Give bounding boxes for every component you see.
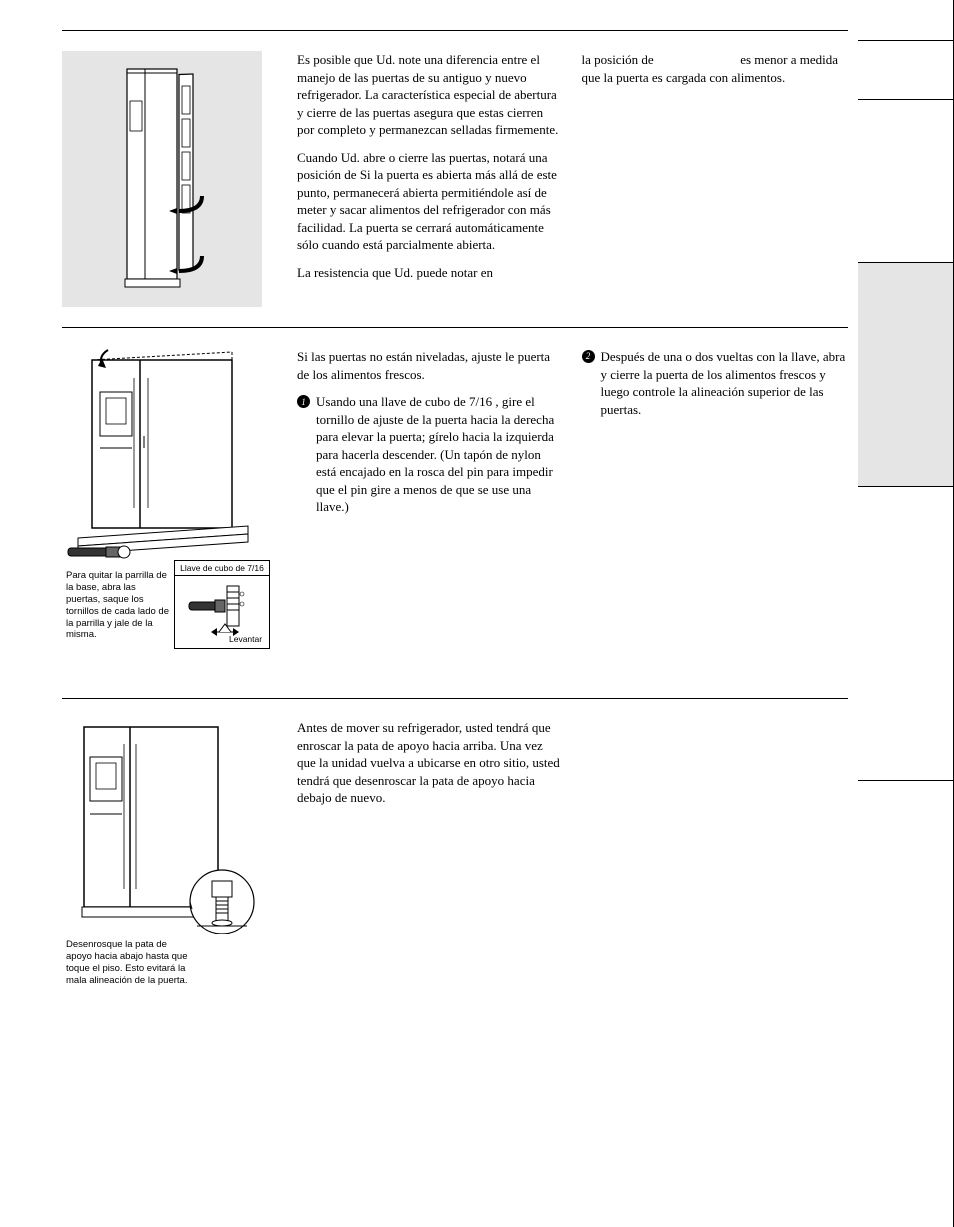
figure-1-container: [62, 51, 277, 307]
s1b-p1: la posición de es menor a medida que la …: [582, 51, 849, 86]
text: cierre de las puertas asegura que estas …: [297, 105, 558, 138]
figure-support-leg: Desenrosque la pata de apoyo hacia abajo…: [62, 719, 262, 1021]
figure-3-container: Desenrosque la pata de apoyo hacia abajo…: [62, 719, 277, 1021]
text: está parcialmente abierta.: [363, 237, 495, 252]
fridge-leveling-icon: [62, 348, 276, 563]
step-1-row: 1 Usando una llave de cubo de 7/16 , gir…: [297, 393, 564, 516]
step-2-row: 2 Después de una o dos vueltas con la ll…: [582, 348, 849, 418]
section-leveling: Para quitar la parrilla de la base, abra…: [62, 328, 848, 698]
s1-p2: Cuando Ud. abre o cierre las puertas, no…: [297, 149, 564, 254]
text: la posición de: [582, 52, 654, 67]
section-1-col-a: Es posible que Ud. note una diferencia e…: [297, 51, 564, 307]
section-3-text: Antes de mover su refrigerador, usted te…: [297, 719, 848, 1021]
fridge-support-leg-icon: [62, 719, 262, 934]
figure-2-container: Para quitar la parrilla de la base, abra…: [62, 348, 277, 678]
section-1-text: Es posible que Ud. note una diferencia e…: [297, 51, 848, 307]
figure-door-swing: [62, 51, 262, 307]
s1-p3: La resistencia que Ud. puede notar en: [297, 264, 564, 282]
section-3-col-a: Antes de mover su refrigerador, usted te…: [297, 719, 564, 1021]
s3-p1: Antes de mover su refrigerador, usted te…: [297, 719, 564, 807]
page-frame: Es posible que Ud. note una diferencia e…: [0, 0, 954, 1227]
adjust-screw-icon: [187, 582, 257, 642]
text: es menor: [740, 52, 787, 67]
section-1-col-b: la posición de es menor a medida que la …: [582, 51, 849, 307]
section-3-col-b: [582, 719, 849, 1021]
section-doors: Es posible que Ud. note una diferencia e…: [62, 31, 848, 327]
figure-leveling: Para quitar la parrilla de la base, abra…: [62, 348, 276, 678]
section-2-text: Si las puertas no están niveladas, ajust…: [297, 348, 848, 678]
section-support-leg: Desenrosque la pata de apoyo hacia abajo…: [62, 699, 848, 1041]
fridge-door-swing-icon: [107, 61, 217, 301]
page-content: Es posible que Ud. note una diferencia e…: [0, 0, 953, 1071]
s1-p1: Es posible que Ud. note una diferencia e…: [297, 51, 564, 139]
side-margin-block-highlight: [858, 262, 953, 487]
section-2-col-a: Si las puertas no están niveladas, ajust…: [297, 348, 564, 678]
figure-2-wrench-label: Llave de cubo de 7/16: [174, 560, 270, 576]
s2-intro: Si las puertas no están niveladas, ajust…: [297, 348, 564, 383]
figure-3-caption: Desenrosque la pata de apoyo hacia abajo…: [66, 939, 191, 987]
step-2-text: Después de una o dos vueltas con la llav…: [601, 348, 849, 418]
step-2-badge: 2: [582, 350, 595, 363]
step-1-text: Usando una llave de cubo de 7/16 , gire …: [316, 393, 564, 516]
section-2-col-b: 2 Después de una o dos vueltas con la ll…: [582, 348, 849, 678]
side-margin-rule: [858, 780, 953, 781]
figure-2-levantar-label: Levantar: [229, 634, 262, 644]
side-margin-block-top: [858, 40, 953, 100]
figure-2-caption: Para quitar la parrilla de la base, abra…: [66, 570, 171, 641]
step-1-badge: 1: [297, 395, 310, 408]
